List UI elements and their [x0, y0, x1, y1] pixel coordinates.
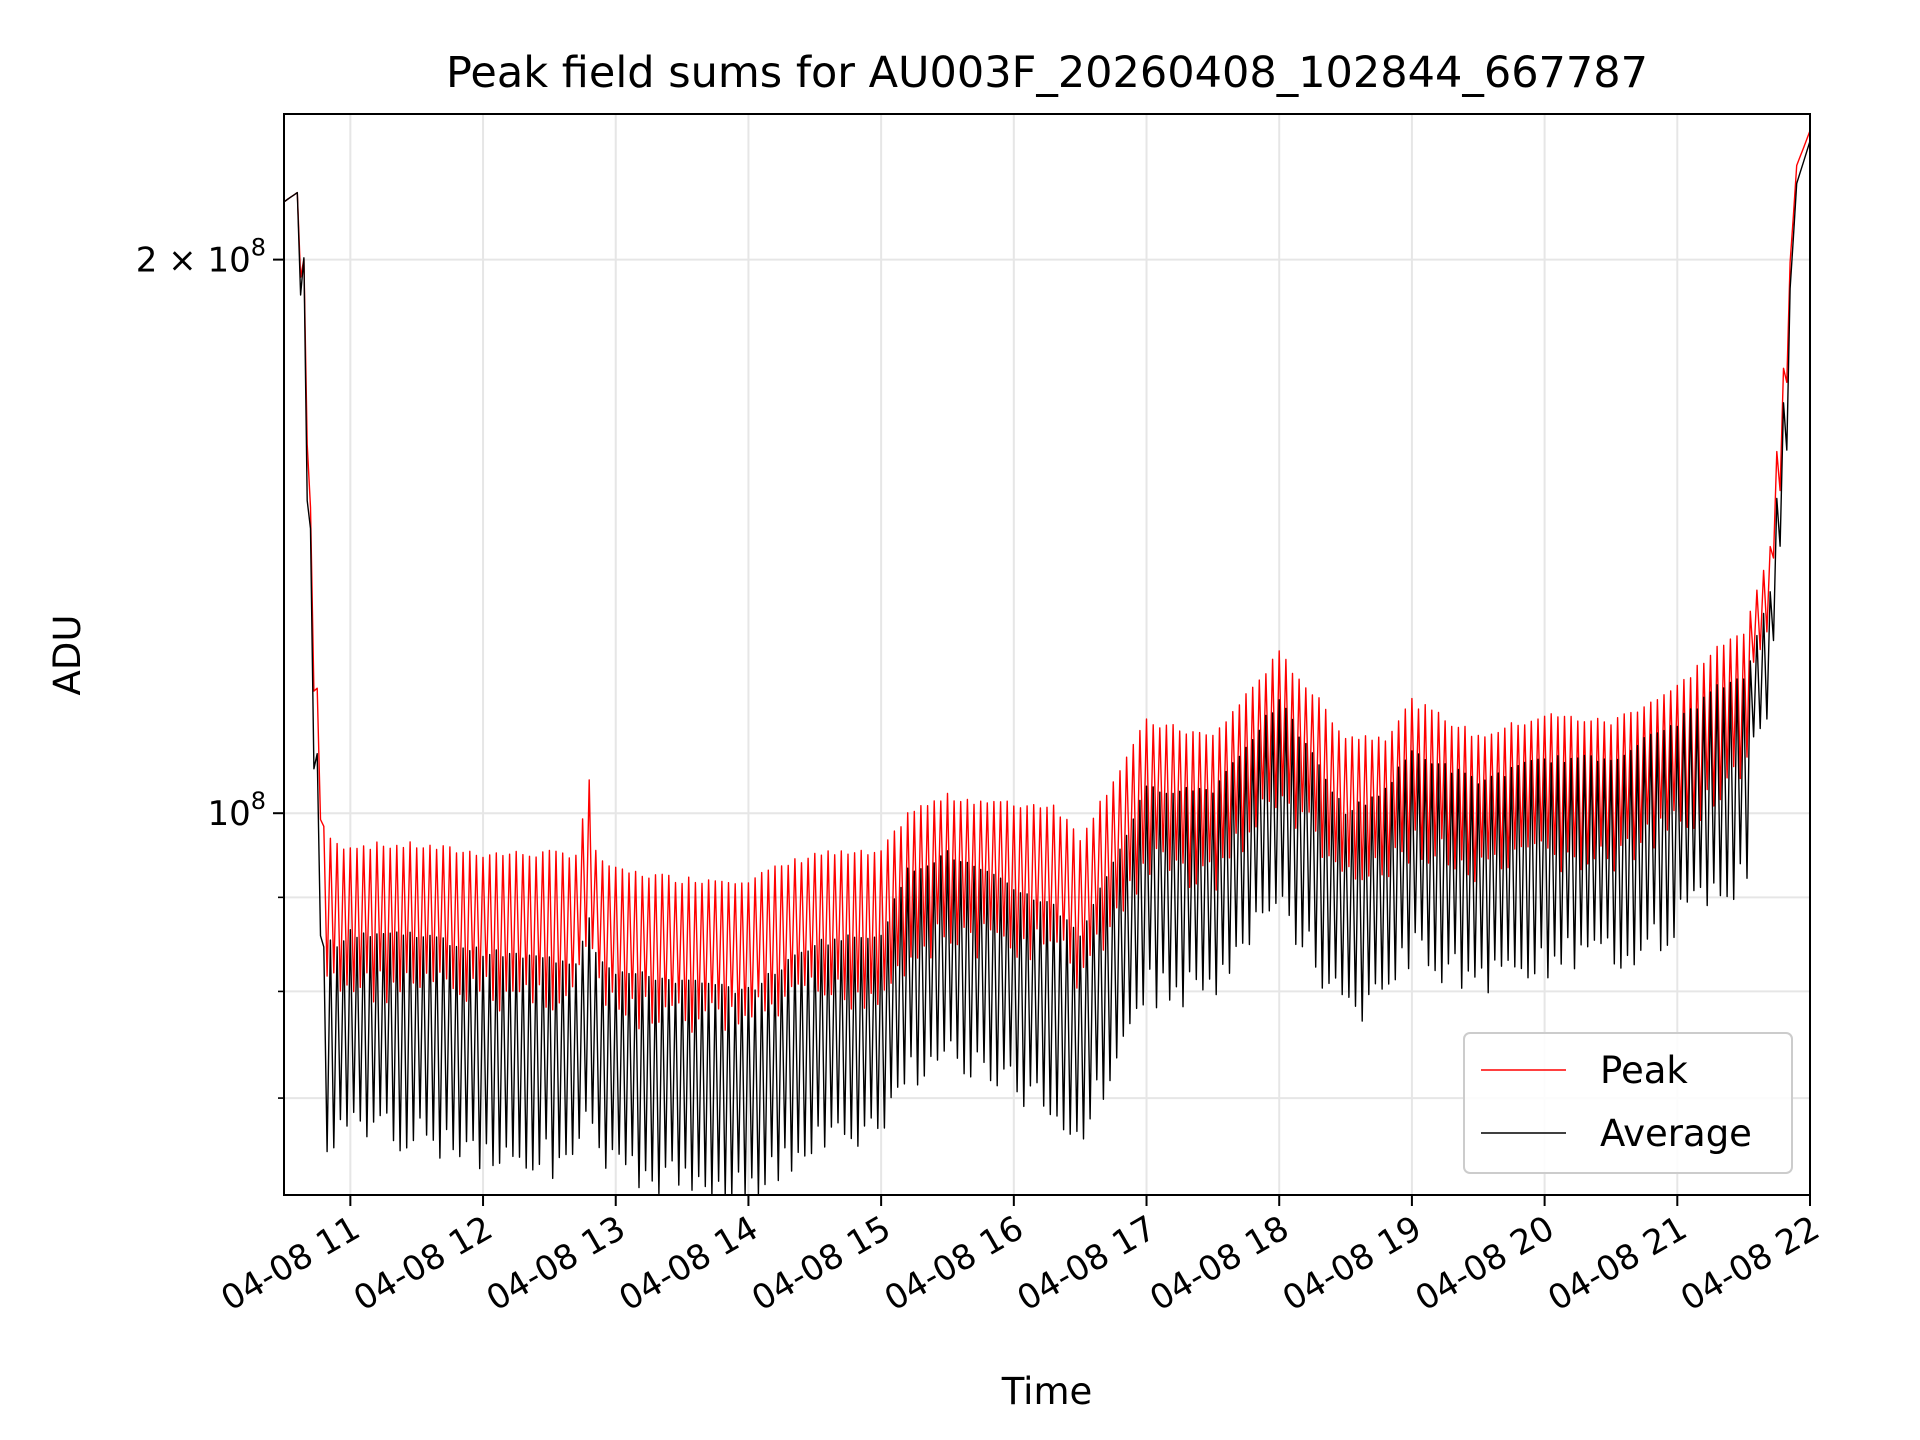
- y-tick-label: 108: [207, 787, 266, 834]
- y-axis-ticks: 108 2 × 108: [136, 234, 284, 1099]
- series-line-peak: [283, 130, 1811, 1033]
- legend-label-average: Average: [1600, 1112, 1752, 1155]
- y-tick-label: 2 × 108: [136, 234, 266, 281]
- legend-box: [1463, 1032, 1793, 1174]
- plot-frame: [283, 113, 1811, 1196]
- chart-title: Peak field sums for AU003F_20260408_1028…: [446, 48, 1648, 98]
- legend-label-peak: Peak: [1600, 1049, 1688, 1092]
- series-line-average: [283, 140, 1811, 1196]
- x-axis-label: Time: [1001, 1370, 1093, 1413]
- y-axis-label: ADU: [46, 615, 89, 696]
- series-layer: [283, 130, 1811, 1196]
- legend: Peak Average: [1463, 1032, 1793, 1174]
